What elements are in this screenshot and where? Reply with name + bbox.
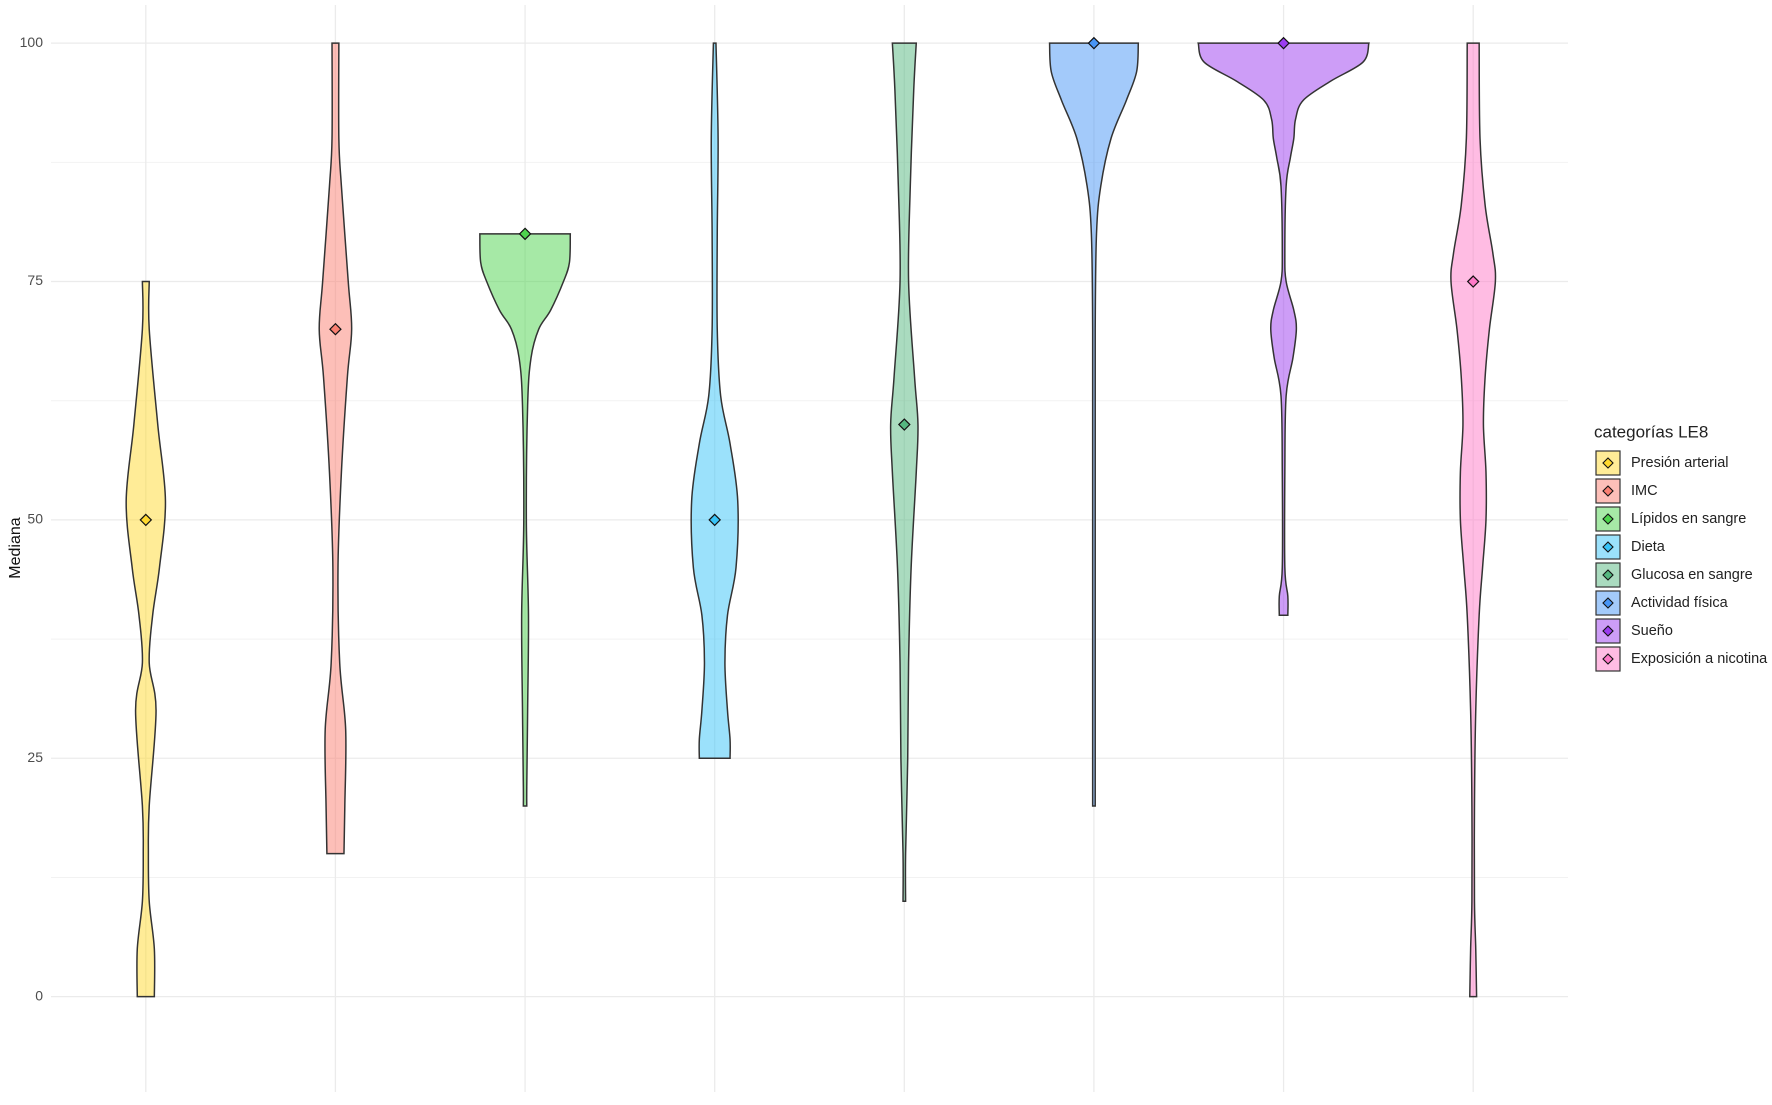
- legend-title: categorías LE8: [1594, 422, 1708, 441]
- legend-label: Glucosa en sangre: [1631, 567, 1753, 583]
- legend-point: [1602, 653, 1614, 665]
- legend-label: Sueño: [1631, 623, 1673, 639]
- legend-point: [1602, 457, 1614, 469]
- legend-label: Dieta: [1631, 539, 1666, 555]
- median-point: [1277, 36, 1290, 50]
- violin: [889, 42, 919, 903]
- legend-label: IMC: [1631, 483, 1658, 499]
- grid: [51, 5, 1568, 1092]
- median-point: [897, 418, 911, 431]
- median-point: [139, 513, 153, 527]
- legend-point: [1602, 597, 1614, 609]
- legend-label: Presión arterial: [1631, 455, 1729, 471]
- violin: [125, 280, 167, 998]
- median-point: [329, 322, 342, 336]
- legend-label: Actividad física: [1631, 595, 1729, 611]
- median-point: [518, 227, 532, 241]
- violin: [318, 42, 353, 855]
- legend-key: [1595, 478, 1621, 504]
- legend-key: [1595, 506, 1621, 532]
- violin: [1450, 42, 1497, 998]
- y-axis-label: Mediana: [7, 517, 24, 578]
- legend-point: [1602, 541, 1614, 553]
- violin: [479, 233, 572, 807]
- legend-point: [1602, 485, 1614, 497]
- median-point: [708, 513, 722, 527]
- violin: [1197, 42, 1370, 616]
- legend-point: [1602, 513, 1614, 525]
- y-tick-label: 75: [27, 272, 43, 288]
- violin: [690, 42, 739, 760]
- y-tick-label: 25: [27, 749, 43, 765]
- legend-label: Lípidos en sangre: [1631, 511, 1746, 527]
- legend-point: [1602, 569, 1614, 581]
- y-tick-label: 50: [27, 511, 43, 527]
- legend-label: Exposición a nicotina: [1631, 651, 1768, 667]
- y-tick-label: 0: [35, 987, 43, 1003]
- legend-point: [1602, 625, 1614, 637]
- y-tick-label: 100: [20, 34, 44, 50]
- violin: [1048, 42, 1140, 807]
- median-point: [1466, 275, 1480, 288]
- median-point: [1087, 36, 1101, 50]
